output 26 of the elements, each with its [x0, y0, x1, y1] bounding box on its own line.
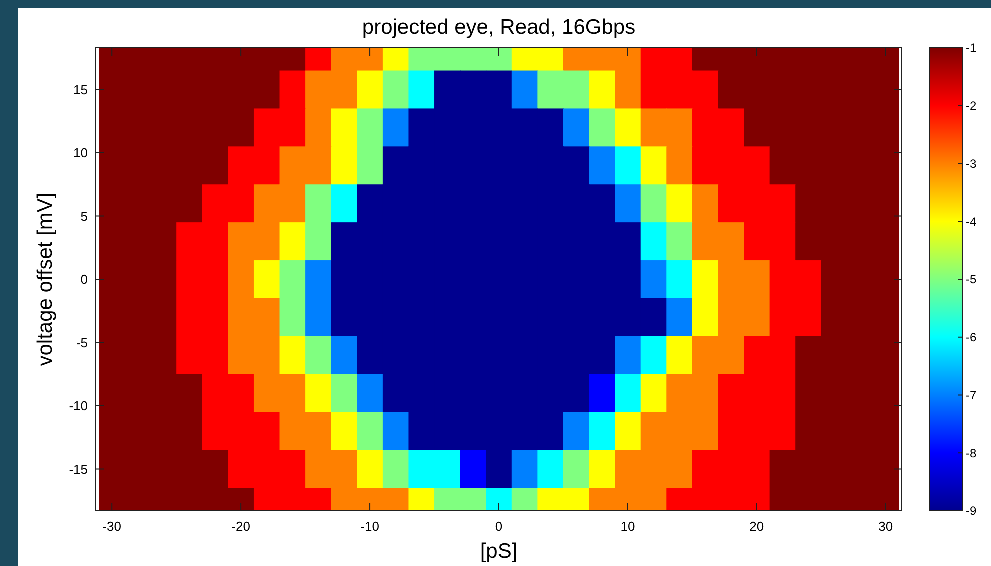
color-bar-label: -1	[966, 41, 977, 56]
y-tick-label: 0	[80, 272, 88, 288]
color-bar-label: -2	[966, 99, 977, 114]
color-bar-label: -3	[966, 156, 977, 171]
x-tick-label: 20	[750, 519, 764, 534]
color-bar-label: -8	[966, 446, 977, 460]
y-tick-label: -5	[76, 335, 88, 350]
y-tick-label: 5	[80, 208, 88, 224]
y-tick-label: 15	[74, 82, 88, 98]
x-axis-title: [pS]	[480, 540, 518, 563]
color-bar-label: -7	[966, 388, 977, 402]
color-bar-label: -5	[966, 272, 977, 287]
x-tick-label: -10	[360, 519, 380, 534]
x-tick-label: 10	[620, 519, 636, 534]
y-tick-label: -15	[69, 462, 88, 477]
y-tick-label: 10	[74, 146, 88, 161]
x-tick-label: 0	[495, 519, 503, 534]
x-tick-label: -20	[232, 519, 250, 534]
chart-title: projected eye, Read, 16Gbps	[362, 16, 636, 39]
x-tick-label: -30	[102, 519, 122, 534]
color-bar-label: -9	[966, 504, 977, 518]
color-bar-label: -4	[966, 214, 977, 229]
y-axis-title: voltage offset [mV]	[34, 192, 57, 366]
y-tick-label: -10	[69, 398, 88, 414]
color-bar-label: -6	[966, 330, 977, 345]
x-tick-label: 30	[878, 519, 894, 534]
